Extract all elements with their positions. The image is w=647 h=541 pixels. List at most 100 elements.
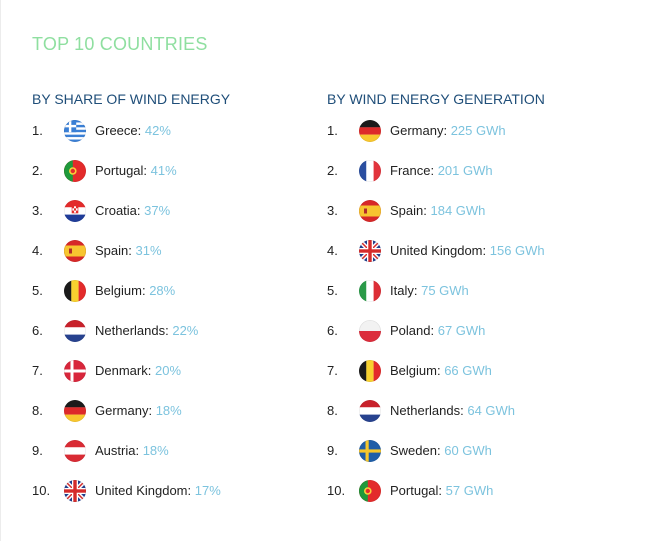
rank-number: 8. xyxy=(327,403,338,418)
rank-number: 1. xyxy=(32,123,43,138)
portugal-flag-icon-graphic xyxy=(359,480,381,502)
country-name: United Kingdom: xyxy=(390,243,487,258)
list-item: 2. France: 201 GWh xyxy=(327,160,617,200)
list-item: 4. United Kingdom: 156 GWh xyxy=(327,240,617,280)
germany-flag-icon xyxy=(64,400,86,422)
country-value: 31% xyxy=(135,243,162,258)
list-item: 10. United Kingdom: 17% xyxy=(32,480,322,520)
country-value: 17% xyxy=(194,483,221,498)
rank-number: 5. xyxy=(32,283,43,298)
country-name: Portugal: xyxy=(95,163,148,178)
netherlands-flag-icon-graphic xyxy=(359,400,381,422)
country-name: Spain: xyxy=(390,203,427,218)
rank-number: 6. xyxy=(327,323,338,338)
country-name: France: xyxy=(390,163,435,178)
country-name: Austria: xyxy=(95,443,140,458)
rank-number: 8. xyxy=(32,403,43,418)
generation-column: BY WIND ENERGY GENERATION 1. Germany: 225… xyxy=(327,90,545,502)
germany-flag-icon xyxy=(359,120,381,142)
rank-number: 7. xyxy=(327,363,338,378)
denmark-flag-icon-graphic xyxy=(64,360,86,382)
rank-number: 7. xyxy=(32,363,43,378)
country-value: 37% xyxy=(144,203,171,218)
share-column: BY SHARE OF WIND ENERGY 1. Greece: 42% 2.… xyxy=(32,90,231,502)
portugal-flag-icon xyxy=(64,160,86,182)
country-value: 225 GWh xyxy=(450,123,506,138)
country-value: 66 GWh xyxy=(444,363,492,378)
netherlands-flag-icon-graphic xyxy=(64,320,86,342)
france-flag-icon-graphic xyxy=(359,160,381,182)
rank-number: 1. xyxy=(327,123,338,138)
rank-number: 10. xyxy=(327,483,346,498)
united-kingdom-flag-icon xyxy=(359,240,381,262)
poland-flag-icon xyxy=(359,320,381,342)
spain-flag-icon xyxy=(359,200,381,222)
rank-number: 9. xyxy=(327,443,338,458)
rank-number: 4. xyxy=(32,243,43,258)
list-item: 7. Denmark: 20% xyxy=(32,360,322,400)
croatia-flag-icon-graphic xyxy=(64,200,86,222)
denmark-flag-icon xyxy=(64,360,86,382)
rank-number: 3. xyxy=(32,203,43,218)
country-value: 184 GWh xyxy=(430,203,486,218)
united-kingdom-flag-icon-graphic xyxy=(359,240,381,262)
sweden-flag-icon-graphic xyxy=(359,440,381,462)
country-name: United Kingdom: xyxy=(95,483,192,498)
list-item: 1. Greece: 42% xyxy=(32,120,322,160)
country-value: 28% xyxy=(149,283,176,298)
rank-number: 3. xyxy=(327,203,338,218)
country-value: 64 GWh xyxy=(467,403,516,418)
country-name: Germany: xyxy=(95,403,153,418)
list-item: 10. Portugal: 57 GWh xyxy=(327,480,617,520)
france-flag-icon xyxy=(359,160,381,182)
list-item: 9. Austria: 18% xyxy=(32,440,322,480)
rank-number: 9. xyxy=(32,443,43,458)
country-name: Netherlands: xyxy=(390,403,464,418)
list-item: 5. Belgium: 28% xyxy=(32,280,322,320)
belgium-flag-icon-graphic xyxy=(64,280,86,302)
germany-flag-icon-graphic xyxy=(359,120,381,142)
country-value: 60 GWh xyxy=(444,443,492,458)
rank-number: 4. xyxy=(327,243,338,258)
sweden-flag-icon xyxy=(359,440,381,462)
country-name: Germany: xyxy=(390,123,448,138)
country-name: Belgium: xyxy=(95,283,146,298)
belgium-flag-icon xyxy=(359,360,381,382)
list-item: 8. Netherlands: 64 GWh xyxy=(327,400,617,440)
austria-flag-icon-graphic xyxy=(64,440,86,462)
generation-list: 1. Germany: 225 GWh 2. France: 201 GWh 3. S… xyxy=(327,120,617,520)
country-value: 20% xyxy=(154,363,182,378)
rank-number: 2. xyxy=(32,163,43,178)
belgium-flag-icon-graphic xyxy=(359,360,381,382)
italy-flag-icon xyxy=(359,280,381,302)
country-name: Croatia: xyxy=(95,203,141,218)
share-heading: BY SHARE OF WIND ENERGY xyxy=(32,91,231,107)
united-kingdom-flag-icon xyxy=(64,480,86,502)
list-item: 6. Netherlands: 22% xyxy=(32,320,322,360)
netherlands-flag-icon xyxy=(64,320,86,342)
belgium-flag-icon xyxy=(64,280,86,302)
united-kingdom-flag-icon-graphic xyxy=(64,480,86,502)
page-title: TOP 10 COUNTRIES xyxy=(32,34,208,54)
country-name: Poland: xyxy=(390,323,435,338)
list-item: 3. Croatia: 37% xyxy=(32,200,322,240)
list-item: 5. Italy: 75 GWh xyxy=(327,280,617,320)
country-name: Italy: xyxy=(390,283,418,298)
list-item: 7. Belgium: 66 GWh xyxy=(327,360,617,400)
list-item: 3. Spain: 184 GWh xyxy=(327,200,617,240)
country-name: Denmark: xyxy=(95,363,152,378)
list-item: 9. Sweden: 60 GWh xyxy=(327,440,617,480)
austria-flag-icon xyxy=(64,440,86,462)
portugal-flag-icon-graphic xyxy=(64,160,86,182)
country-value: 75 GWh xyxy=(421,283,469,298)
rank-number: 10. xyxy=(32,483,51,498)
netherlands-flag-icon xyxy=(359,400,381,422)
rank-number: 5. xyxy=(327,283,338,298)
country-value: 22% xyxy=(172,323,199,338)
country-value: 41% xyxy=(150,163,177,178)
greece-flag-icon-graphic xyxy=(64,120,86,142)
croatia-flag-icon xyxy=(64,200,86,222)
list-item: 2. Portugal: 41% xyxy=(32,160,322,200)
country-name: Belgium: xyxy=(390,363,441,378)
